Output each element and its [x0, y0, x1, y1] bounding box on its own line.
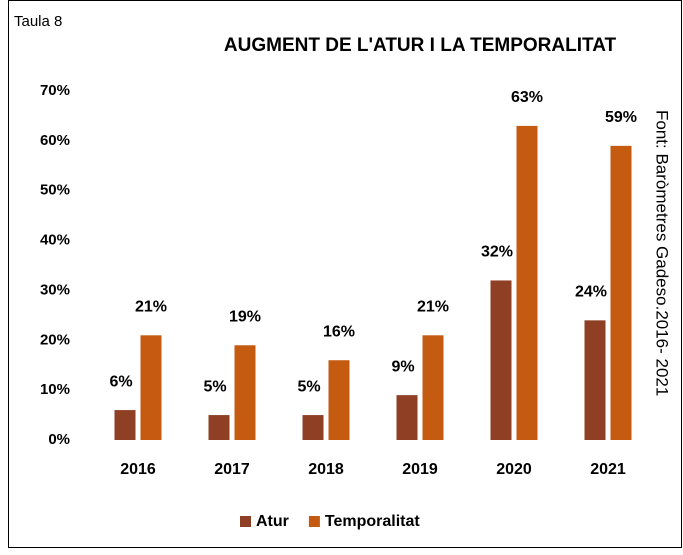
value-label: 59% [605, 109, 637, 126]
source-note: Font: Baròmetres Gadeso.2016- 2021 [653, 110, 672, 396]
x-tick-label: 2020 [496, 461, 532, 478]
value-label: 6% [109, 373, 132, 390]
bar [516, 125, 538, 441]
bar [328, 360, 350, 440]
value-label: 16% [323, 323, 355, 340]
bar [208, 415, 230, 440]
bar [114, 410, 136, 440]
x-tick-label: 2021 [590, 461, 626, 478]
x-tick-label: 2018 [308, 461, 344, 478]
y-tick-label: 30% [40, 281, 70, 298]
bar [234, 345, 256, 440]
x-tick-label: 2016 [120, 461, 156, 478]
chart-title: AUGMENT DE L'ATUR I LA TEMPORALITAT [224, 35, 617, 56]
y-tick-label: 20% [40, 331, 70, 348]
value-label: 21% [135, 299, 167, 316]
y-tick-label: 40% [40, 232, 70, 249]
value-label: 32% [481, 244, 513, 261]
y-tick-label: 60% [40, 132, 70, 149]
y-tick-label: 10% [40, 381, 70, 398]
legend-label: Temporalitat [325, 513, 421, 530]
value-label: 63% [511, 89, 543, 106]
value-label: 9% [391, 358, 414, 375]
legend-swatch [308, 516, 320, 527]
value-label: 19% [229, 308, 261, 325]
value-label: 21% [417, 299, 449, 316]
y-tick-label: 70% [40, 82, 70, 99]
y-tick-label: 0% [48, 431, 70, 448]
bar [302, 415, 324, 440]
bar [140, 335, 162, 440]
bar [490, 280, 512, 440]
x-tick-label: 2017 [214, 461, 250, 478]
value-label: 5% [203, 378, 226, 395]
x-tick-label: 2019 [402, 461, 438, 478]
bar [422, 335, 444, 440]
value-label: 5% [297, 378, 320, 395]
y-tick-label: 50% [40, 182, 70, 199]
value-label: 24% [575, 284, 607, 301]
bar [610, 145, 632, 441]
legend-swatch [240, 516, 251, 527]
table-label: Taula 8 [14, 13, 62, 30]
frame [8, 0, 682, 548]
bar [396, 395, 418, 440]
bar [584, 320, 606, 440]
legend-label: Atur [256, 513, 289, 530]
